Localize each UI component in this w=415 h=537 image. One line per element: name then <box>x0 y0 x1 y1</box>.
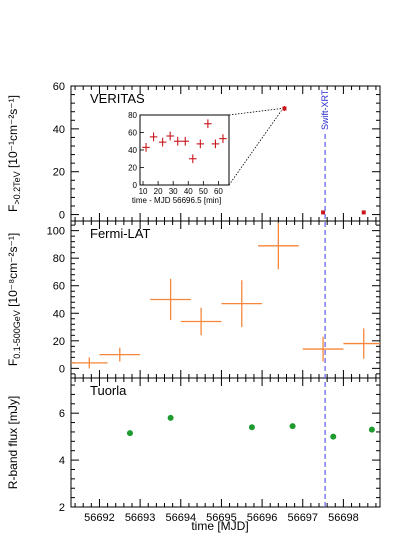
tuorla-point <box>330 433 337 440</box>
tuorla-point <box>167 414 174 421</box>
inset-point <box>219 134 227 143</box>
y-axis-title: F>0.2TeV [10⁻¹cm⁻²s⁻¹] <box>6 95 22 212</box>
x-tick-label: 56693 <box>125 512 156 524</box>
y-tick-label: 20 <box>53 167 65 179</box>
inset-point <box>181 136 190 146</box>
inset-x-tick-label: 60 <box>214 187 223 196</box>
y-tick-label: 40 <box>53 124 65 136</box>
y-axis-title-unit: [10⁻¹cm⁻²s⁻¹] <box>6 95 20 171</box>
x-tick-label: 56694 <box>165 512 196 524</box>
inset-x-tick-label: 10 <box>139 187 148 196</box>
inset-x-tick-label: 30 <box>169 187 178 196</box>
inset-point <box>166 131 174 141</box>
inset-point <box>196 139 205 149</box>
inset-point <box>173 136 182 146</box>
tuorla-point <box>248 424 255 431</box>
inset-point <box>158 137 167 147</box>
x-tick-label: 56692 <box>84 512 115 524</box>
fermi-panel: 0 20 40 60 80 100 Fermi-LAT F0.1-500GeV [10⁻⁸cm… <box>6 220 381 379</box>
y-axis-title-main: F <box>6 359 20 366</box>
inset-y-tick-label: 20 <box>128 164 137 173</box>
y-axis-title-unit: [10⁻⁸cm⁻²s⁻¹] <box>6 233 20 310</box>
veritas-marker <box>282 106 287 111</box>
y-tick-label: 60 <box>53 81 65 93</box>
veritas-panel: 0 20 40 60 VERITAS F>0.2TeV [10⁻¹cm⁻²s⁻¹] <box>6 81 381 222</box>
veritas-point <box>361 210 366 215</box>
panel-label-fermi-lat: Fermi-LAT <box>90 226 150 241</box>
fermi-point <box>180 307 222 336</box>
inset-frame <box>139 114 230 186</box>
x-tick-label: 56698 <box>328 512 359 524</box>
fermi-point <box>343 328 380 359</box>
inset-point <box>149 132 158 142</box>
fermi-point <box>99 347 141 362</box>
inset-point <box>189 154 197 164</box>
swift-xrt-marker: Swift-XRT <box>320 89 330 507</box>
y-axis-title-main: R-band flux [mJy] <box>6 396 20 489</box>
y-axis-title-main: F <box>6 205 20 212</box>
y-axis-title-sub: 0.1-500GeV <box>12 310 22 359</box>
inset-x-tick-label: 50 <box>199 187 208 196</box>
inset-y-tick-label: 80 <box>128 111 137 120</box>
y-tick-label: 4 <box>59 455 65 467</box>
x-tick-label: 56697 <box>287 512 318 524</box>
fermi-point <box>221 280 263 328</box>
veritas-marker <box>361 210 366 215</box>
veritas-point <box>282 105 287 112</box>
panel-label-veritas: VERITAS <box>90 91 145 106</box>
y-tick-label: 0 <box>59 363 65 375</box>
y-tick-label: 20 <box>53 336 65 348</box>
y-axis-title-sub: >0.2TeV <box>12 171 22 204</box>
y-tick-label: 100 <box>47 226 65 238</box>
x-tick-label: 56695 <box>206 512 237 524</box>
inset-x-tick-label: 20 <box>154 187 163 196</box>
tuorla-point <box>368 426 375 433</box>
fermi-point <box>258 222 299 270</box>
x-tick-label: 56696 <box>247 512 278 524</box>
y-axis-title: R-band flux [mJy] <box>6 396 20 489</box>
inset-x-tick-label: 40 <box>184 187 193 196</box>
panel-label-tuorla: Tuorla <box>90 383 127 398</box>
fermi-point <box>150 278 191 321</box>
y-tick-label: 2 <box>59 502 65 514</box>
y-tick-label: 80 <box>53 253 65 265</box>
inset-point <box>204 119 212 129</box>
x-axis-title: time [MJD] <box>191 519 248 533</box>
fermi-point <box>71 357 108 369</box>
fermi-point <box>302 336 344 362</box>
veritas-point <box>321 210 326 215</box>
inset-connector <box>228 108 282 116</box>
inset-y-tick-label: 0 <box>133 181 138 190</box>
tuorla-point <box>126 430 133 437</box>
tuorla-point <box>289 423 296 430</box>
inset-connector <box>228 110 282 186</box>
y-axis-title: F0.1-500GeV [10⁻⁸cm⁻²s⁻¹] <box>6 233 22 366</box>
y-tick-label: 40 <box>53 308 65 320</box>
veritas-marker <box>321 210 326 215</box>
swift-xrt-label: Swift-XRT <box>320 89 330 130</box>
inset-y-tick-label: 60 <box>128 129 137 138</box>
y-tick-label: 6 <box>59 408 65 420</box>
panel-frame <box>70 377 381 508</box>
tuorla-panel: 2 4 6 Tuorla R-band flux [mJy] 56692 56693 5669… <box>6 377 381 524</box>
inset-point <box>142 143 150 152</box>
inset-x-axis-title: time - MJD 56696.5 [min] <box>132 196 221 205</box>
y-tick-label: 0 <box>59 210 65 222</box>
y-tick-label: 60 <box>53 281 65 293</box>
inset-point <box>211 139 220 149</box>
inset-y-tick-label: 40 <box>128 146 137 155</box>
